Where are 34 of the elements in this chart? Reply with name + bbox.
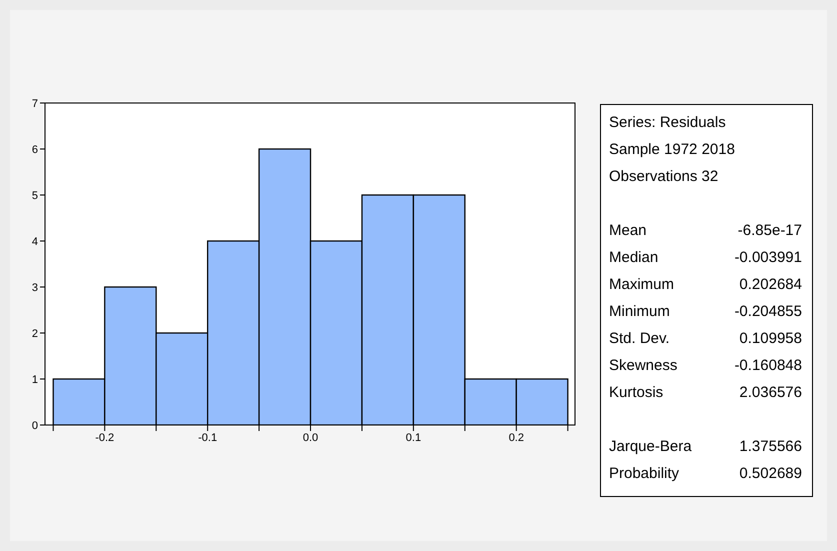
text: Observations 32 xyxy=(609,167,720,187)
text: -6.85e-17 xyxy=(738,221,802,241)
y-tick-label: 4 xyxy=(32,236,38,248)
text: -0.160848 xyxy=(734,356,802,376)
text: Kurtosis xyxy=(609,383,664,403)
text: 2.036576 xyxy=(739,383,802,403)
y-tick-label: 7 xyxy=(32,98,38,110)
text: Std. Dev. xyxy=(609,329,670,349)
x-tick-label: 0.0 xyxy=(302,432,318,444)
y-tick-label: 2 xyxy=(32,328,38,340)
text: -0.003991 xyxy=(734,248,802,268)
y-tick-label: 3 xyxy=(32,282,38,294)
text: Sample 1972 2018 xyxy=(609,140,736,160)
text: Minimum xyxy=(609,302,670,322)
x-tick-label: -0.2 xyxy=(95,432,114,444)
text: Skewness xyxy=(609,356,678,376)
y-tick-label: 1 xyxy=(32,374,38,386)
text: Maximum xyxy=(609,275,674,295)
text: 0.502689 xyxy=(739,464,802,484)
text: 0.202684 xyxy=(739,275,802,295)
x-tick-label: -0.1 xyxy=(198,432,218,444)
text: 0.109958 xyxy=(739,329,802,349)
x-tick-label: 0.1 xyxy=(406,432,422,444)
text: Series: Residuals xyxy=(609,113,727,133)
text: 1.375566 xyxy=(739,437,802,457)
text: Jarque-Bera xyxy=(609,437,692,457)
x-tick-label: 0.2 xyxy=(508,432,524,444)
text: -0.204855 xyxy=(734,302,802,322)
y-tick-label: 6 xyxy=(32,144,38,156)
text: Mean xyxy=(609,221,647,241)
text: Probability xyxy=(609,464,680,484)
text: Median xyxy=(609,248,658,268)
y-tick-label: 0 xyxy=(32,420,38,432)
y-tick-label: 5 xyxy=(32,190,38,202)
